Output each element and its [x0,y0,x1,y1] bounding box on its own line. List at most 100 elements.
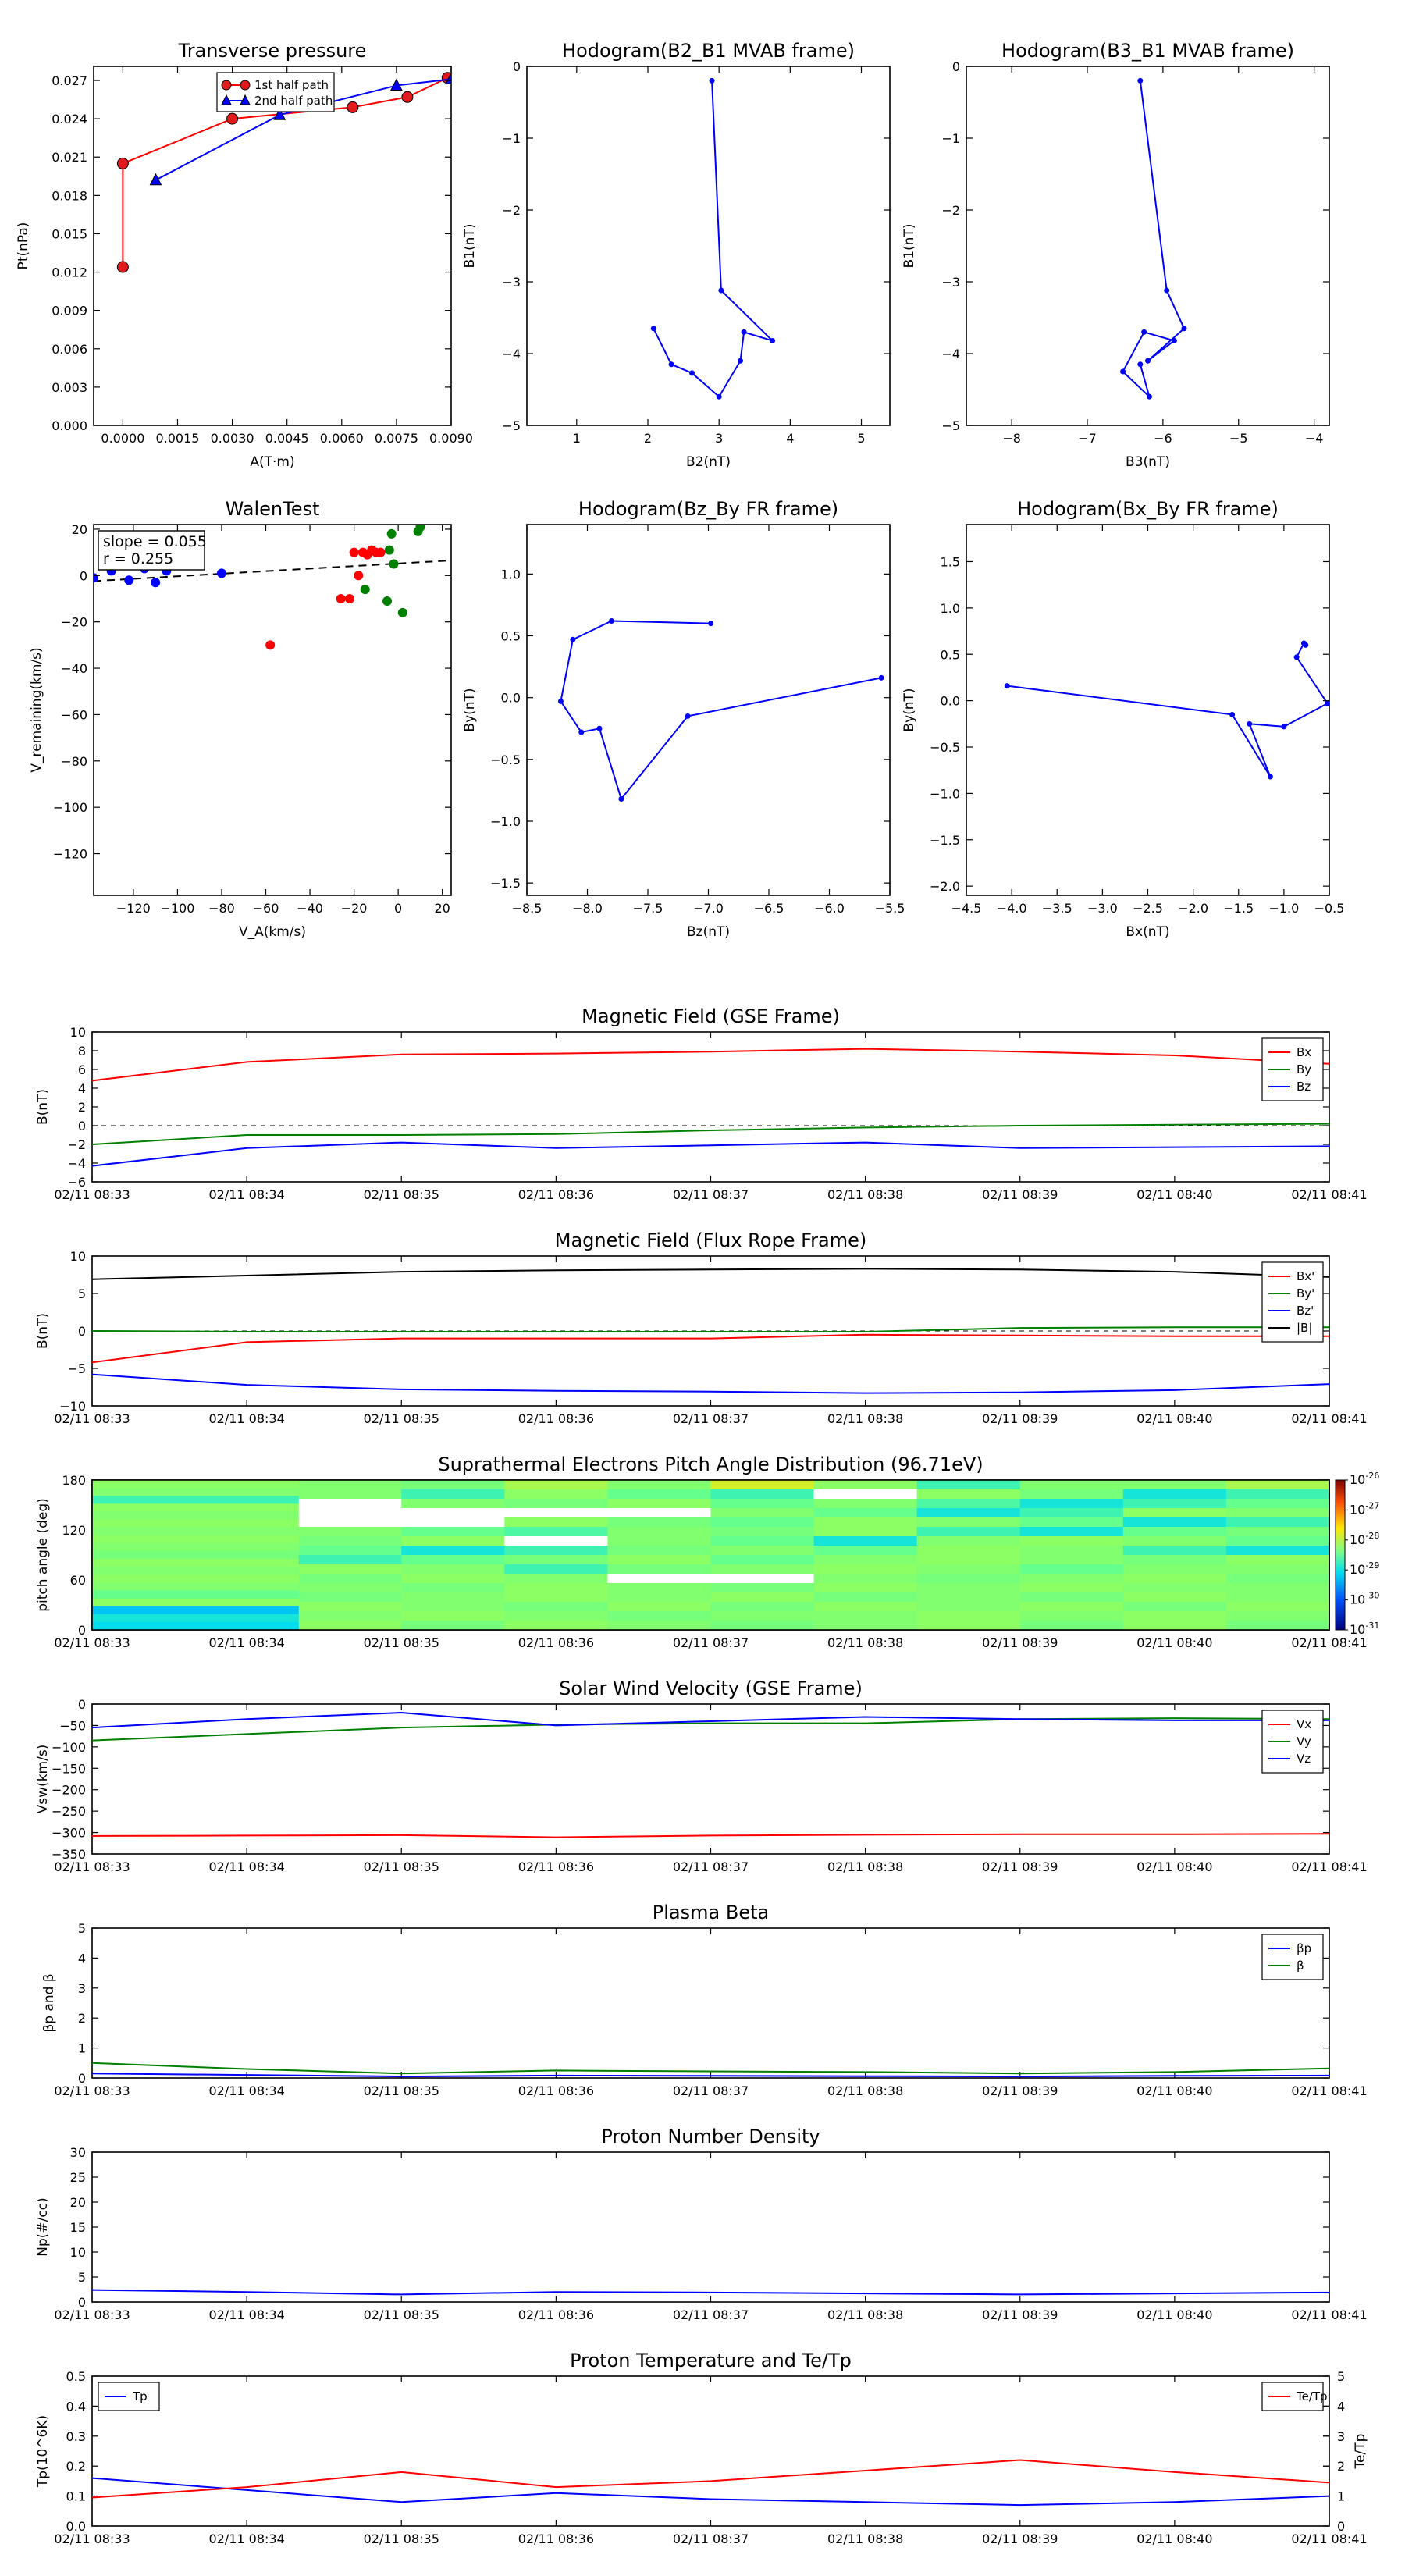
pt-ytick-label: 0.018 [52,188,87,203]
ts_pad-cell [1122,1574,1227,1584]
ts_pad-cell [813,1602,918,1612]
h1-point [709,77,715,84]
ts_pad-cell [1019,1499,1124,1509]
ts_pad-cell-fine [92,1590,299,1599]
fr2-point [1325,700,1329,706]
ts_np-ytick-label: 20 [70,2195,86,2210]
ts_tp-ytick2-label: 5 [1337,2369,1345,2384]
ts_pad-cell [916,1555,1021,1565]
ts_pad-cell [401,1480,505,1490]
ts_pad-cell [607,1583,712,1593]
fr1-point [570,636,576,642]
h1-point [770,337,776,343]
walen-point [349,547,359,557]
h1-xtick-label: 4 [786,431,794,446]
ts_tp-legend-label: Te/Tp [1296,2389,1328,2403]
ts_tp-legend: Tp [98,2382,160,2411]
ts_pad-cell [504,1527,609,1537]
walen-point [265,640,276,650]
walen-point [382,596,393,606]
ts_v-series-1-line [92,1717,1329,1742]
ts_bfr-xtick-label: 02/11 08:41 [1291,1411,1367,1426]
ts_pad-cell [1122,1546,1227,1556]
ts_bgse-ytick-label: 4 [78,1081,86,1096]
pt-ytick-label: 0.021 [52,150,87,165]
ts_np-ytick-label: 5 [78,2270,86,2285]
pt-legend-marker [221,80,232,91]
ts_pad-cell-fine [92,1598,299,1607]
ts_np-ytick-label: 15 [70,2220,86,2235]
ts_pad-cell [298,1583,402,1593]
ts_bfr-ytick-label: −10 [59,1399,86,1414]
ts_bfr-ytick-label: 5 [78,1286,86,1301]
ts_bfr-legend-label: By' [1297,1286,1314,1300]
h2-plot-area [1120,77,1187,400]
ts_pad-colorbar [1335,1479,1346,1631]
ts_pad-colorbar-label: 10-31 [1350,1621,1379,1637]
ts_pad-cell [916,1611,1021,1621]
walen-xtick-label: −40 [297,901,323,916]
ts_v-ytick-label: −200 [52,1783,86,1798]
h2-ytick-label: 0 [952,59,960,74]
walen-point [94,573,98,583]
ts_tp-ytick2-label: 3 [1337,2429,1345,2444]
h1-point [741,329,747,335]
ts_pad-colorbar-label: 10-26 [1350,1471,1379,1487]
ts_tp-xtick-label: 02/11 08:37 [673,2532,749,2546]
fr1-xtick-label: −6.5 [754,901,784,916]
ts_pad-cell [298,1611,402,1621]
ts_pad-cell [1122,1499,1227,1509]
ts_beta-plot-area [92,2062,1329,2078]
ts_pad-colorbar-label: 10-30 [1350,1591,1379,1607]
ts_bfr-series-3-line [92,1268,1329,1280]
pt-point [116,157,129,169]
ts_pad-cell-fine [92,1535,299,1544]
ts_beta-xtick-label: 02/11 08:34 [208,2083,284,2098]
ts_bfr-series-1-line [92,1326,1329,1332]
h1-ytick-label: −1 [502,131,521,146]
walen-title: WalenTest [226,498,320,520]
ts_pad-cell [504,1555,609,1565]
ts_v-ytick-label: −50 [59,1718,86,1733]
ts_pad-cell [607,1536,712,1546]
ts_beta-ytick-label: 5 [78,1921,86,1936]
walen-point [415,525,425,532]
fr1-ytick-label: −1.0 [490,814,521,829]
ts_pad-cell [813,1574,918,1584]
ts_tp-xtick-label: 02/11 08:41 [1291,2532,1367,2546]
fr1-xtick-label: −5.5 [875,901,905,916]
pt-title: Transverse pressure [178,40,367,62]
fr2-panel: Hodogram(Bx_By FR frame) −4.5 −4.0 −3.5 −3.0… [902,498,1344,940]
ts_pad-cell [1225,1621,1329,1630]
h2-point [1141,329,1147,335]
h2-point [1146,393,1152,400]
ts_beta-xtick-label: 02/11 08:36 [518,2083,594,2098]
ts_bfr-series-2-line [92,1373,1329,1394]
ts_np-ylabel: Np(#/cc) [35,2197,51,2256]
walen-xlabel: V_A(km/s) [239,924,306,940]
ts_bfr-xtick-label: 02/11 08:39 [982,1411,1058,1426]
ts_pad-cell [1225,1583,1329,1593]
ts_pad-cell-fine [92,1542,299,1552]
fr2-frame [966,524,1330,896]
fr1-xtick-label: −8.5 [512,901,542,916]
ts_pad-cell [813,1611,918,1621]
fr1-point [618,796,624,802]
ts_pad-cell [710,1489,815,1500]
ts_pad-cell [1122,1602,1227,1612]
ts_v-ytick-label: −250 [52,1804,86,1819]
ts_bfr-ytick-label: 10 [70,1249,86,1264]
ts_v-panel: Solar Wind Velocity (GSE Frame) 02/11 08:… [35,1678,1368,1874]
walen-ytick-label: −60 [61,707,87,722]
walen-xtick-label: −80 [208,901,235,916]
walen-point [336,594,346,603]
ts_pad-cell [401,1555,505,1565]
ts_bgse-xtick-label: 02/11 08:33 [54,1187,130,1202]
ts_bfr-xtick-label: 02/11 08:37 [673,1411,749,1426]
ts_pad-xtick-label: 02/11 08:36 [518,1635,594,1650]
fr1-ytick-label: 0.5 [501,629,521,644]
walen-xtick-label: 20 [435,901,450,916]
ts_beta-ytick-label: 4 [78,1951,86,1966]
ts_bgse-xtick-label: 02/11 08:41 [1291,1187,1367,1202]
ts_pad-cell [1225,1611,1329,1621]
